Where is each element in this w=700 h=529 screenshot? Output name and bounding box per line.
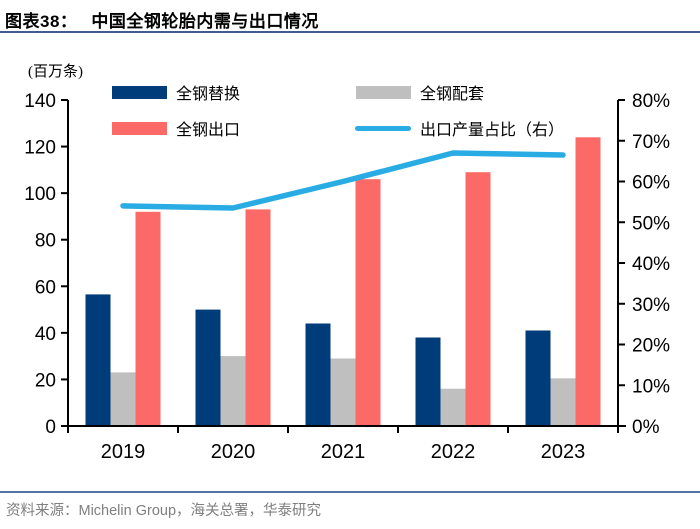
left-axis-unit-label: (百万条)	[28, 64, 83, 80]
left-axis-tick-label: 140	[24, 91, 56, 112]
bar	[525, 330, 551, 426]
title-divider	[0, 31, 700, 33]
right-axis-tick-label: 0%	[632, 417, 660, 438]
x-category-label: 2021	[321, 441, 366, 463]
source-note: 资料来源：Michelin Group，海关总署，华泰研究	[6, 503, 322, 519]
right-axis-tick-label: 10%	[632, 376, 670, 397]
figure-number: 图表38：	[5, 12, 78, 31]
bar	[415, 337, 441, 426]
right-axis-tick-label: 40%	[632, 254, 670, 275]
x-category-label: 2020	[211, 441, 256, 463]
right-axis-tick-label: 20%	[632, 336, 670, 357]
left-axis-tick-label: 80	[35, 231, 56, 252]
legend-item-export: 全钢出口	[112, 120, 240, 139]
legend-swatch-export	[112, 121, 167, 135]
left-axis-tick-label: 120	[24, 138, 56, 159]
right-axis-tick-label: 30%	[632, 295, 670, 316]
legend-label-export-share: 出口产量占比（右）	[420, 122, 565, 139]
bar	[135, 211, 161, 426]
bar	[110, 372, 136, 426]
bar	[440, 388, 466, 426]
x-category-label: 2023	[541, 441, 586, 463]
bar	[355, 179, 381, 426]
figure-title-text: 中国全钢轮胎内需与出口情况	[91, 12, 319, 31]
legend-item-replacement: 全钢替换	[112, 84, 240, 103]
figure-title: 图表38： 中国全钢轮胎内需与出口情况	[5, 7, 319, 32]
legend-item-oem: 全钢配套	[356, 84, 484, 103]
left-axis-tick-label: 40	[35, 324, 56, 345]
right-axis-tick-label: 80%	[632, 91, 670, 112]
bar	[550, 378, 576, 426]
bar	[330, 358, 356, 426]
left-axis-tick-label: 100	[24, 184, 56, 205]
legend-swatch-oem	[356, 85, 411, 99]
bar	[575, 137, 601, 427]
footer-divider	[0, 491, 700, 493]
legend-label-replacement: 全钢替换	[176, 86, 241, 103]
legend-label-export: 全钢出口	[176, 122, 241, 139]
bar	[245, 209, 271, 426]
right-axis-tick-label: 50%	[632, 213, 670, 234]
right-axis-tick-label: 70%	[632, 132, 670, 153]
legend-line-swatch-export-share	[355, 125, 411, 131]
line-series	[120, 150, 566, 211]
left-axis-tick-label: 0	[45, 417, 56, 438]
left-axis-tick-label: 60	[35, 277, 56, 298]
legend-item-export-share: 出口产量占比（右）	[355, 120, 564, 139]
bar	[85, 294, 111, 426]
legend-label-oem: 全钢配套	[420, 86, 485, 103]
x-category-label: 2022	[431, 441, 476, 463]
left-axis-tick-label: 20	[35, 370, 56, 391]
right-axis-tick-label: 60%	[632, 173, 670, 194]
bar	[305, 323, 331, 426]
x-category-label: 2019	[101, 441, 146, 463]
bar	[220, 356, 246, 426]
legend-swatch-replacement	[112, 85, 167, 99]
bar	[465, 172, 491, 426]
bar	[195, 309, 221, 426]
